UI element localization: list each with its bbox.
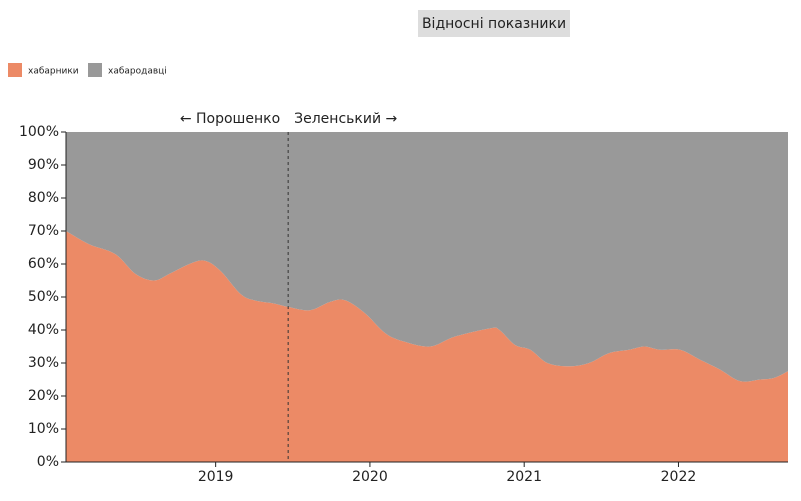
y-tick-label: 50%: [28, 289, 59, 305]
y-tick-label: 40%: [28, 322, 59, 338]
x-tick-label: 2022: [661, 469, 697, 485]
legend-swatch: [8, 63, 22, 77]
x-tick-label: 2021: [506, 469, 542, 485]
y-tick-label: 90%: [28, 157, 59, 173]
y-tick-label: 80%: [28, 190, 59, 206]
divider-left-label: ← Порошенко: [180, 111, 280, 127]
legend-label: хабарники: [28, 67, 79, 77]
divider-right-label: Зеленський →: [294, 111, 397, 127]
y-tick-label: 10%: [28, 421, 59, 437]
legend-swatch: [88, 63, 102, 77]
area: [66, 231, 788, 462]
x-tick-label: 2019: [198, 469, 234, 485]
x-tick-label: 2020: [352, 469, 388, 485]
y-tick-label: 0%: [37, 454, 59, 470]
area: [66, 132, 788, 382]
y-tick-label: 60%: [28, 256, 59, 272]
y-tick-label: 20%: [28, 388, 59, 404]
y-tick-label: 100%: [19, 124, 59, 140]
toggle-label[interactable]: Відносні показники: [422, 16, 566, 32]
toggle-button[interactable]: [418, 10, 570, 37]
y-tick-label: 30%: [28, 355, 59, 371]
legend-label: хабародавці: [108, 67, 167, 77]
y-tick-label: 70%: [28, 223, 59, 239]
